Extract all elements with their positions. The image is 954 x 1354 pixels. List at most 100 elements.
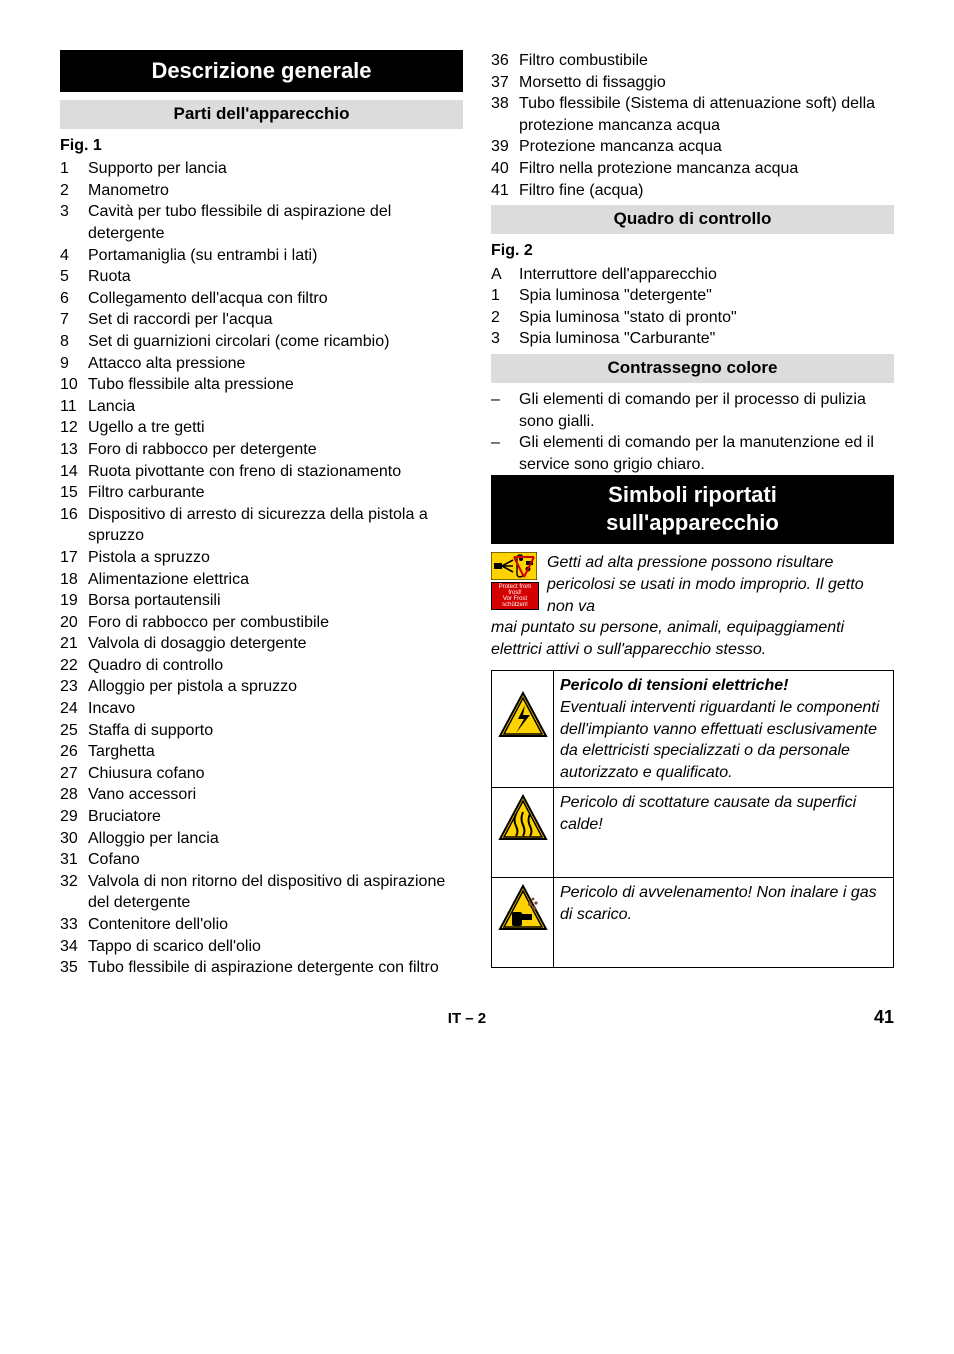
item-text: Spia luminosa "Carburante"	[519, 328, 894, 350]
list-item: 18Alimentazione elettrica	[60, 569, 463, 591]
item-text: Alimentazione elettrica	[88, 569, 463, 591]
item-text: Tappo di scarico dell'olio	[88, 936, 463, 958]
item-text: Cofano	[88, 849, 463, 871]
list-item: 28Vano accessori	[60, 784, 463, 806]
frost-protect-label: Protect from frost! Vor Frost schützen!	[491, 582, 539, 610]
item-text: Collegamento dell'acqua con filtro	[88, 288, 463, 310]
item-text: Filtro fine (acqua)	[519, 180, 894, 202]
heading-parts: Parti dell'apparecchio	[60, 100, 463, 129]
item-number: 10	[60, 374, 88, 396]
hazard-text: Pericolo di avvelenamento! Non inalare i…	[554, 877, 894, 967]
item-text: Valvola di non ritorno del dispositivo d…	[88, 871, 463, 914]
hazard-text: Pericolo di tensioni elettriche!Eventual…	[554, 671, 894, 788]
item-text: Tubo flessibile di aspirazione detergent…	[88, 957, 463, 979]
list-item: 17Pistola a spruzzo	[60, 547, 463, 569]
table-row: Pericolo di avvelenamento! Non inalare i…	[492, 877, 894, 967]
hazard-bolt-icon	[492, 671, 554, 788]
item-number: 41	[491, 180, 519, 202]
item-number: 3	[60, 201, 88, 223]
table-row: Pericolo di tensioni elettriche!Eventual…	[492, 671, 894, 788]
item-number: 13	[60, 439, 88, 461]
hazard-heat-icon	[492, 788, 554, 878]
item-number: 2	[491, 307, 519, 329]
item-text: Ugello a tre getti	[88, 417, 463, 439]
item-text: Valvola di dosaggio detergente	[88, 633, 463, 655]
item-number: 35	[60, 957, 88, 979]
item-number: 15	[60, 482, 88, 504]
item-text: Filtro combustibile	[519, 50, 894, 72]
item-number: 1	[491, 285, 519, 307]
item-number: 9	[60, 353, 88, 375]
list-item: 27Chiusura cofano	[60, 763, 463, 785]
pressure-warning-text: Getti ad alta pressione possono risultar…	[547, 552, 894, 617]
item-text: Alloggio per pistola a spruzzo	[88, 676, 463, 698]
item-text: Foro di rabbocco per combustibile	[88, 612, 463, 634]
item-text: Lancia	[88, 396, 463, 418]
pressure-jet-icon	[491, 552, 537, 580]
page-footer: IT – 2 41	[60, 1005, 894, 1029]
item-number: 32	[60, 871, 88, 893]
item-text: Incavo	[88, 698, 463, 720]
list-item: 4Portamaniglia (su entrambi i lati)	[60, 245, 463, 267]
hazard-gas-icon	[492, 877, 554, 967]
item-text: Supporto per lancia	[88, 158, 463, 180]
footer-page-number: 41	[874, 1005, 894, 1029]
list-item: 30Alloggio per lancia	[60, 828, 463, 850]
item-number: 34	[60, 936, 88, 958]
list-item: 38Tubo flessibile (Sistema di attenuazio…	[491, 93, 894, 136]
list-item: 3Cavità per tubo flessibile di aspirazio…	[60, 201, 463, 244]
frost-line1: Protect from frost!	[499, 584, 532, 596]
list-item: 24Incavo	[60, 698, 463, 720]
list-item: 34Tappo di scarico dell'olio	[60, 936, 463, 958]
item-number: 12	[60, 417, 88, 439]
item-number: 16	[60, 504, 88, 526]
item-text: Attacco alta pressione	[88, 353, 463, 375]
list-item: 23Alloggio per pistola a spruzzo	[60, 676, 463, 698]
list-item: –Gli elementi di comando per il processo…	[491, 389, 894, 432]
list-item: 20Foro di rabbocco per combustibile	[60, 612, 463, 634]
item-text: Quadro di controllo	[88, 655, 463, 677]
list-item: 15Filtro carburante	[60, 482, 463, 504]
item-number: 20	[60, 612, 88, 634]
heading-main: Descrizione generale	[60, 50, 463, 92]
item-number: 18	[60, 569, 88, 591]
left-column: Descrizione generale Parti dell'apparecc…	[60, 50, 463, 979]
item-text: Morsetto di fissaggio	[519, 72, 894, 94]
list-item: 3Spia luminosa "Carburante"	[491, 328, 894, 350]
dash-bullet: –	[491, 432, 519, 454]
parts-list-right: 36Filtro combustibile37Morsetto di fissa…	[491, 50, 894, 201]
item-number: 30	[60, 828, 88, 850]
item-text: Borsa portautensili	[88, 590, 463, 612]
list-item: 6Collegamento dell'acqua con filtro	[60, 288, 463, 310]
list-item: 11Lancia	[60, 396, 463, 418]
item-text: Foro di rabbocco per detergente	[88, 439, 463, 461]
item-text: Pistola a spruzzo	[88, 547, 463, 569]
item-text: Filtro nella protezione mancanza acqua	[519, 158, 894, 180]
item-number: 26	[60, 741, 88, 763]
item-number: 3	[491, 328, 519, 350]
heading-symbols-line2: sull'apparecchio	[606, 510, 779, 535]
list-item: 16Dispositivo di arresto di sicurezza de…	[60, 504, 463, 547]
list-item: 25Staffa di supporto	[60, 720, 463, 742]
item-number: 14	[60, 461, 88, 483]
list-item: 5Ruota	[60, 266, 463, 288]
item-number: 36	[491, 50, 519, 72]
list-item: 2Manometro	[60, 180, 463, 202]
item-text: Tubo flessibile alta pressione	[88, 374, 463, 396]
item-text: Portamaniglia (su entrambi i lati)	[88, 245, 463, 267]
item-number: 33	[60, 914, 88, 936]
item-number: 8	[60, 331, 88, 353]
heading-symbols-line1: Simboli riportati	[608, 482, 777, 507]
list-item: 36Filtro combustibile	[491, 50, 894, 72]
item-text: Vano accessori	[88, 784, 463, 806]
item-number: 40	[491, 158, 519, 180]
list-item: 22Quadro di controllo	[60, 655, 463, 677]
list-item: 1Supporto per lancia	[60, 158, 463, 180]
item-text: Alloggio per lancia	[88, 828, 463, 850]
table-row: Pericolo di scottature causate da superf…	[492, 788, 894, 878]
frost-line2: Vor Frost schützen!	[502, 596, 528, 608]
item-text: Manometro	[88, 180, 463, 202]
list-item: 12Ugello a tre getti	[60, 417, 463, 439]
item-number: 23	[60, 676, 88, 698]
item-text: Interruttore dell'apparecchio	[519, 264, 894, 286]
